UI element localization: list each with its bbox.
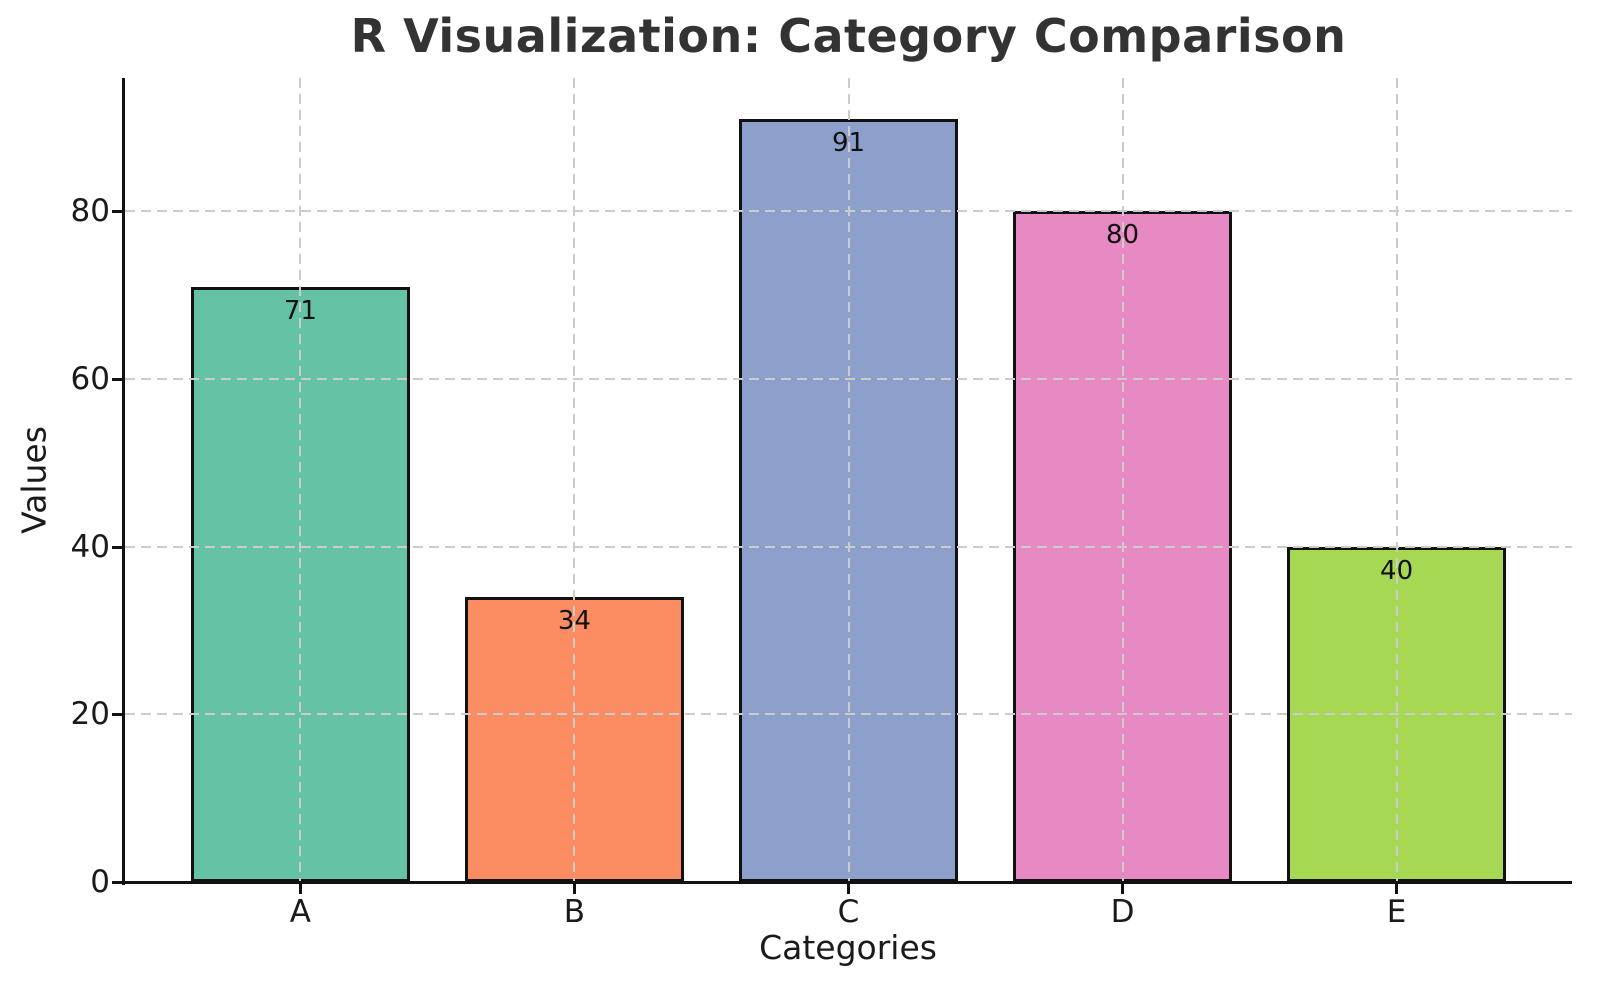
- x-tick-E: [1395, 884, 1399, 894]
- y-tick-label-0: 0: [90, 864, 110, 900]
- x-tick-C: [847, 884, 850, 894]
- bar-value-label-E: 40: [1380, 555, 1414, 586]
- gridline-x-C: [847, 78, 850, 882]
- plot-area: 71 34 91 80 40: [125, 78, 1572, 882]
- y-tick-label-40: 40: [70, 528, 110, 565]
- bar-value-label-D: 80: [1106, 220, 1140, 251]
- bar-value-label-C: 91: [831, 128, 866, 159]
- bar-value-label-A: 71: [283, 295, 317, 326]
- gridline-x-B: [573, 78, 576, 882]
- x-tick-label-A: A: [289, 894, 311, 930]
- gridline-x-E: [1395, 78, 1398, 882]
- y-tick-label-80: 80: [70, 193, 110, 230]
- gridline-x-A: [299, 78, 302, 882]
- x-tick-B: [572, 884, 576, 894]
- y-tick-60: [112, 377, 122, 381]
- x-tick-label-B: B: [563, 894, 586, 930]
- x-tick-A: [298, 884, 302, 894]
- y-axis-spine: [122, 78, 125, 885]
- y-tick-label-20: 20: [70, 696, 110, 733]
- y-tick-20: [112, 713, 122, 717]
- y-tick-0: [112, 881, 122, 884]
- y-tick-40: [112, 545, 122, 549]
- x-tick-label-E: E: [1386, 894, 1407, 930]
- y-tick-label-60: 60: [70, 360, 110, 397]
- y-tick-80: [112, 210, 122, 214]
- x-axis-spine: [122, 881, 1572, 884]
- x-axis-label: Categories: [759, 928, 937, 967]
- bar-value-label-B: 34: [557, 605, 591, 636]
- chart-title: R Visualization: Category Comparison: [350, 9, 1347, 63]
- x-tick-label-C: C: [837, 894, 860, 930]
- x-tick-label-D: D: [1110, 894, 1135, 930]
- x-tick-D: [1121, 884, 1125, 894]
- y-axis-label: Values: [14, 426, 54, 534]
- gridline-x-D: [1121, 78, 1124, 882]
